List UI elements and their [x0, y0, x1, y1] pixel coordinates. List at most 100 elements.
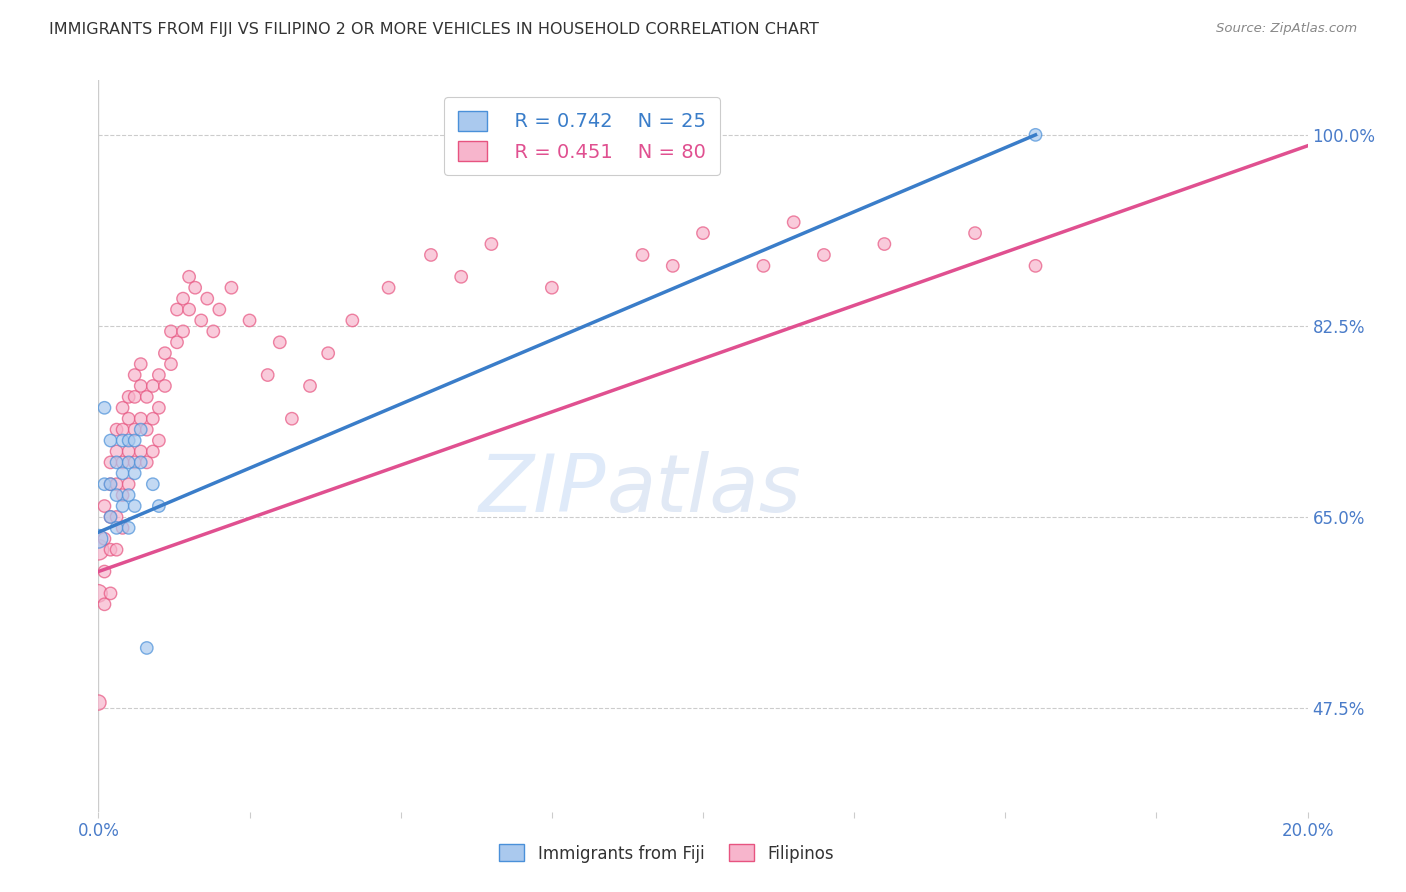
Point — [142, 379, 165, 393]
Point — [190, 313, 212, 327]
Point — [692, 226, 714, 240]
Point — [111, 488, 134, 502]
Point — [135, 640, 157, 655]
Point — [100, 434, 122, 448]
Text: ZIP: ZIP — [479, 450, 606, 529]
Point — [124, 368, 146, 382]
Point — [111, 467, 134, 481]
Point — [631, 248, 654, 262]
Point — [100, 510, 122, 524]
Point — [184, 281, 207, 295]
Point — [111, 455, 134, 469]
Point — [105, 488, 128, 502]
Point — [111, 423, 134, 437]
Point — [377, 281, 399, 295]
Point — [118, 521, 141, 535]
Point — [179, 269, 201, 284]
Point — [118, 434, 141, 448]
Point — [105, 444, 128, 458]
Point — [148, 499, 170, 513]
Point — [752, 259, 775, 273]
Point — [135, 455, 157, 469]
Point — [100, 477, 122, 491]
Point — [342, 313, 364, 327]
Point — [118, 488, 141, 502]
Point — [281, 411, 304, 425]
Point — [269, 335, 291, 350]
Point — [256, 368, 278, 382]
Point — [100, 542, 122, 557]
Point — [105, 455, 128, 469]
Point — [153, 346, 176, 360]
Point — [118, 411, 141, 425]
Point — [142, 477, 165, 491]
Point — [166, 302, 188, 317]
Point — [105, 510, 128, 524]
Point — [316, 346, 339, 360]
Point — [93, 477, 115, 491]
Point — [160, 357, 183, 371]
Point — [135, 423, 157, 437]
Point — [111, 401, 134, 415]
Point — [124, 499, 146, 513]
Point — [873, 237, 896, 252]
Point — [93, 532, 115, 546]
Point — [148, 368, 170, 382]
Point — [87, 586, 110, 600]
Legend: Immigrants from Fiji, Filipinos: Immigrants from Fiji, Filipinos — [492, 838, 841, 869]
Point — [129, 455, 152, 469]
Point — [661, 259, 683, 273]
Point — [111, 521, 134, 535]
Point — [239, 313, 262, 327]
Point — [105, 477, 128, 491]
Text: atlas: atlas — [606, 450, 801, 529]
Point — [93, 565, 115, 579]
Point — [93, 401, 115, 415]
Point — [105, 542, 128, 557]
Point — [172, 324, 194, 338]
Point — [1024, 128, 1046, 142]
Point — [93, 499, 115, 513]
Point — [111, 434, 134, 448]
Point — [172, 292, 194, 306]
Point — [87, 532, 110, 546]
Point — [129, 357, 152, 371]
Point — [105, 521, 128, 535]
Point — [129, 444, 152, 458]
Point — [148, 401, 170, 415]
Point — [221, 281, 243, 295]
Point — [118, 444, 141, 458]
Point — [195, 292, 218, 306]
Point — [129, 423, 152, 437]
Point — [965, 226, 987, 240]
Point — [299, 379, 322, 393]
Point — [124, 434, 146, 448]
Point — [100, 510, 122, 524]
Point — [166, 335, 188, 350]
Point — [813, 248, 835, 262]
Point — [87, 696, 110, 710]
Point — [450, 269, 472, 284]
Point — [135, 390, 157, 404]
Point — [87, 542, 110, 557]
Point — [142, 411, 165, 425]
Point — [124, 390, 146, 404]
Point — [118, 455, 141, 469]
Point — [124, 455, 146, 469]
Point — [202, 324, 225, 338]
Point — [105, 423, 128, 437]
Point — [783, 215, 806, 229]
Point — [93, 597, 115, 611]
Point — [118, 477, 141, 491]
Point — [129, 411, 152, 425]
Point — [124, 467, 146, 481]
Point — [540, 281, 562, 295]
Point — [124, 423, 146, 437]
Point — [129, 379, 152, 393]
Point — [420, 248, 443, 262]
Point — [153, 379, 176, 393]
Point — [100, 455, 122, 469]
Point — [179, 302, 201, 317]
Point — [1024, 259, 1046, 273]
Point — [160, 324, 183, 338]
